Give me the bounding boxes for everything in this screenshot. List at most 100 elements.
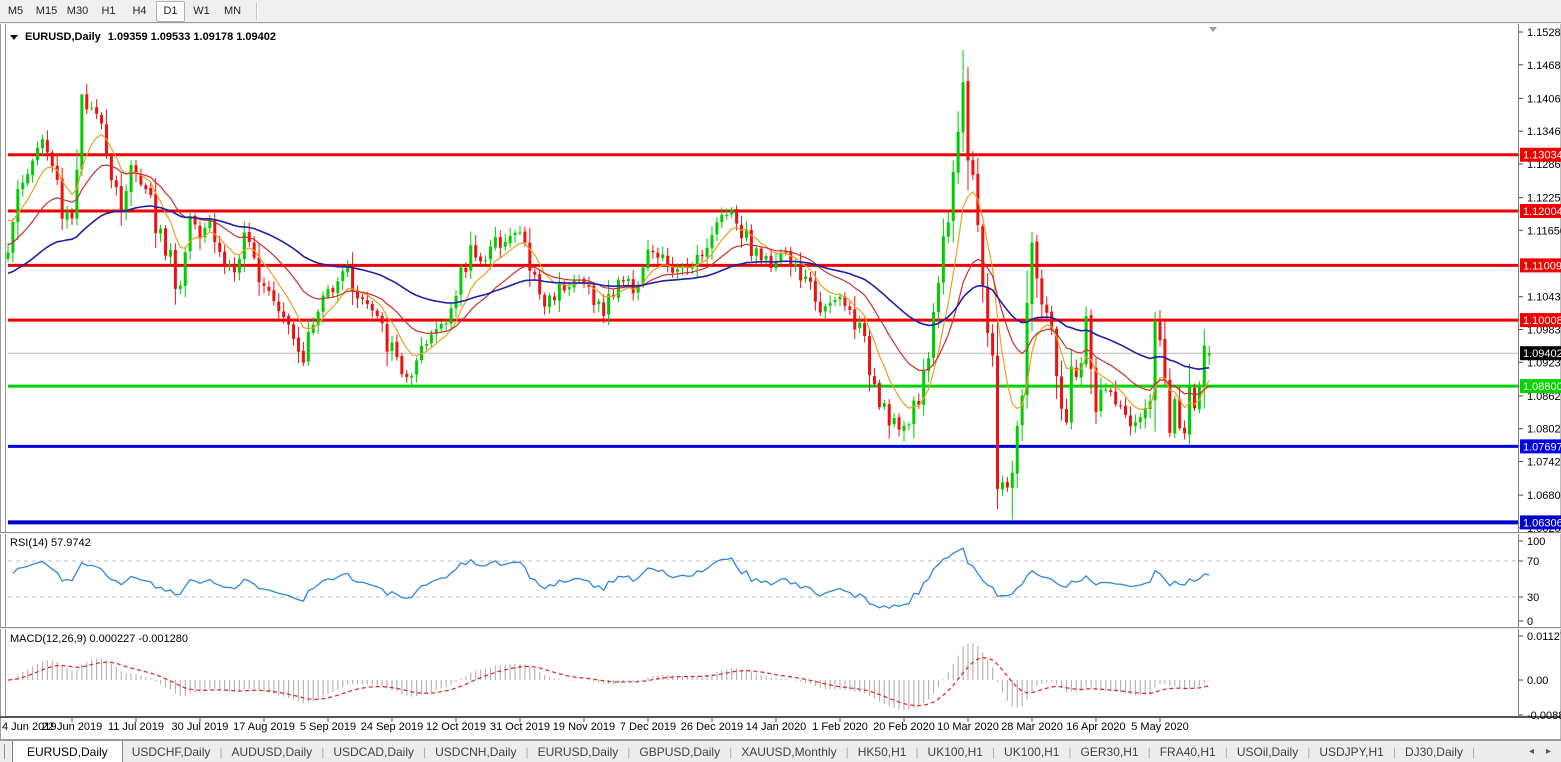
price-pill-1.09402: 1.09402 <box>1523 348 1561 360</box>
tab-usoil-daily-13[interactable]: USOil,Daily <box>1236 744 1299 759</box>
price-pill-1.12004: 1.12004 <box>1523 206 1561 218</box>
date-label: 24 Sep 2019 <box>361 721 423 733</box>
price-pill-1.10008: 1.10008 <box>1523 315 1561 327</box>
tabbar-grip <box>4 744 6 759</box>
tab-separator: | <box>1224 744 1228 759</box>
tab-separator: | <box>321 744 325 759</box>
tab-separator: | <box>729 744 733 759</box>
price-axis[interactable]: 1.15280 1.14680 1.14065 1.13465 1.12865 1.122… <box>1519 27 1561 535</box>
price-tick: 1.12865 <box>1527 159 1561 171</box>
rsi-tick: 30 <box>1527 592 1539 604</box>
price-pill-1.11009: 1.11009 <box>1523 260 1561 272</box>
tab-separator: | <box>1147 744 1151 759</box>
toolbar-separator <box>256 2 258 20</box>
tab-scroll-right-icon[interactable]: ▸ <box>1545 746 1551 757</box>
tab-separator: | <box>991 744 996 759</box>
tab-usdcad-daily-3[interactable]: USDCAD,Daily <box>333 744 414 759</box>
tab-uk100-h1-9[interactable]: UK100,H1 <box>927 744 983 759</box>
tab-separator: | <box>219 744 223 759</box>
tab-audusd-daily-2[interactable]: AUDUSD,Daily <box>231 744 313 759</box>
rsi-tick: 0 <box>1527 616 1533 628</box>
tab-gbpusd-daily-6[interactable]: GBPUSD,Daily <box>639 744 721 759</box>
date-label: 17 Aug 2019 <box>233 721 295 733</box>
panel-separators[interactable] <box>0 532 1561 740</box>
date-label: 19 Nov 2019 <box>553 721 615 733</box>
date-label: 20 Feb 2020 <box>873 721 935 733</box>
ma-slow <box>7 205 1210 371</box>
price-tick: 1.06805 <box>1527 490 1561 502</box>
macd-indicator-label: MACD(12,26,9) 0.000227 -0.001280 <box>10 633 188 645</box>
tab-scroll-arrows: ◂ ▸ <box>1519 741 1561 762</box>
price-tick: 1.09835 <box>1527 325 1561 337</box>
tab-eurusd-daily-0[interactable]: EURUSD,Daily <box>12 741 123 762</box>
price-tick: 1.07420 <box>1527 457 1561 469</box>
rsi-tick: 70 <box>1527 556 1539 568</box>
price-tick: 1.09235 <box>1527 357 1561 369</box>
tab-separator: | <box>627 744 631 759</box>
ma-mid <box>7 164 1210 396</box>
chart-menu-icon[interactable] <box>10 34 18 40</box>
date-label: 31 Oct 2019 <box>490 721 550 733</box>
timeframe-button-m15[interactable]: M15 <box>35 4 58 17</box>
tab-separator: | <box>1068 744 1072 759</box>
timeframe-button-w1[interactable]: W1 <box>193 4 210 17</box>
tab-xauusd-monthly-7[interactable]: XAUUSD,Monthly <box>741 744 837 759</box>
date-label: 16 Apr 2020 <box>1066 721 1125 733</box>
tab-separator: | <box>1392 744 1396 759</box>
tab-dj30-daily-15[interactable]: DJ30,Daily <box>1404 744 1463 759</box>
date-label: 22 Jun 2019 <box>42 721 103 733</box>
tab-separator: | <box>845 744 849 759</box>
price-tick: 1.08020 <box>1527 424 1561 436</box>
tab-ger30-h1-11[interactable]: GER30,H1 <box>1080 744 1139 759</box>
date-label: 12 Oct 2019 <box>426 721 486 733</box>
macd-signal-line <box>7 656 1210 707</box>
date-label: 5 May 2020 <box>1131 721 1188 733</box>
date-label: 7 Dec 2019 <box>620 721 676 733</box>
tab-separator: | <box>915 744 919 759</box>
tab-scroll-left-icon[interactable]: ◂ <box>1528 746 1534 757</box>
tab-fra40-h1-12[interactable]: FRA40,H1 <box>1159 744 1216 759</box>
tab-uk100-h1-10[interactable]: UK100,H1 <box>1004 744 1060 759</box>
horizontal-lines[interactable] <box>8 153 1518 525</box>
chart-ohlc-values: 1.09359 1.09533 1.09178 1.09402 <box>107 31 277 43</box>
date-label: 10 Mar 2020 <box>937 721 999 733</box>
tab-separator: | <box>423 744 427 759</box>
price-tick: 1.12250 <box>1527 193 1561 205</box>
tab-usdjpy-h1-14[interactable]: USDJPY,H1 <box>1319 744 1384 759</box>
timeframe-button-d1[interactable]: D1 <box>156 0 185 22</box>
timeframe-button-h4[interactable]: H4 <box>132 4 147 17</box>
price-tick: 1.15280 <box>1527 27 1561 39</box>
price-tick: 1.11650 <box>1527 225 1561 237</box>
timeframe-button-mn[interactable]: MN <box>223 4 242 17</box>
tab-separator: | <box>525 744 529 759</box>
date-label: 26 Dec 2019 <box>681 721 743 733</box>
window-frame <box>0 24 1561 740</box>
chart-canvas: 1.15280 1.14680 1.14065 1.13465 1.12865 1.122… <box>0 24 1561 740</box>
chart-symbol-label: EURUSD,Daily <box>25 31 101 43</box>
chart-shift-marker[interactable] <box>1209 27 1217 32</box>
tab-separator: | <box>1471 744 1476 759</box>
chart-title: EURUSD,Daily 1.09359 1.09533 1.09178 1.0… <box>10 30 276 44</box>
tab-usdcnh-daily-4[interactable]: USDCNH,Daily <box>435 744 517 759</box>
date-label: 30 Jul 2019 <box>172 721 229 733</box>
date-label: 14 Jan 2020 <box>746 721 807 733</box>
date-label: 11 Jul 2019 <box>108 721 164 733</box>
tab-usdchf-daily-1[interactable]: USDCHF,Daily <box>131 744 211 759</box>
date-label: 4 Jun 2019 <box>2 721 56 733</box>
tab-eurusd-daily-5[interactable]: EURUSD,Daily <box>537 744 619 759</box>
price-pill-1.08800: 1.08800 <box>1523 381 1561 393</box>
rsi-indicator-label: RSI(14) 57.9742 <box>10 537 91 549</box>
macd-tick: 0.011277 <box>1527 631 1561 643</box>
tab-hk50-h1-8[interactable]: HK50,H1 <box>857 744 907 759</box>
timeframe-button-m5[interactable]: M5 <box>7 4 24 17</box>
price-pill-1.06306: 1.06306 <box>1523 517 1561 529</box>
tab-separator: | <box>1307 744 1311 759</box>
timeframe-button-m30[interactable]: M30 <box>66 4 89 17</box>
date-label: 28 Mar 2020 <box>1001 721 1063 733</box>
rsi-panel: 100 70 30 0 <box>8 536 1545 628</box>
chart-window: 1.15280 1.14680 1.14065 1.13465 1.12865 1.122… <box>0 24 1561 740</box>
timeframe-button-h1[interactable]: H1 <box>101 4 116 17</box>
price-pill-1.07697: 1.07697 <box>1523 441 1561 453</box>
